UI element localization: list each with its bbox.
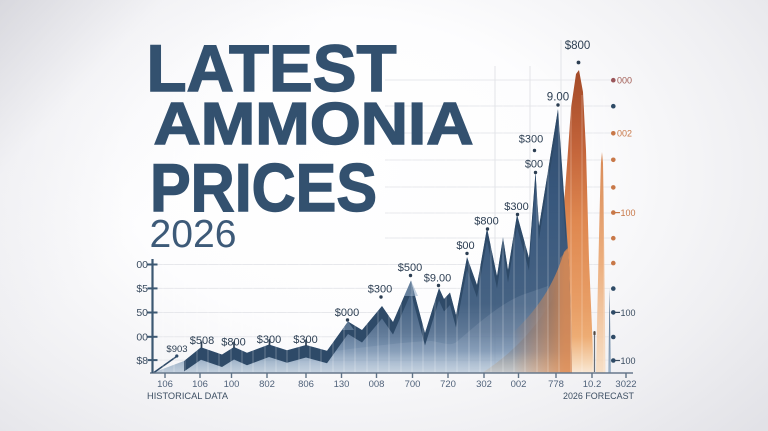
svg-text:720: 720 <box>440 379 456 390</box>
svg-text:$300: $300 <box>504 201 528 213</box>
svg-text:LATEST: LATEST <box>147 31 397 105</box>
svg-text:$9.00: $9.00 <box>424 273 452 285</box>
svg-text:PRICES: PRICES <box>150 151 377 226</box>
svg-text:2026: 2026 <box>150 213 237 256</box>
svg-text:$500: $500 <box>398 262 422 274</box>
svg-text:AMMONIA: AMMONIA <box>154 91 474 157</box>
svg-text:700: 700 <box>405 379 421 390</box>
svg-text:3022: 3022 <box>615 379 636 390</box>
svg-text:10.2: 10.2 <box>583 379 602 390</box>
svg-text:$508: $508 <box>190 335 214 347</box>
svg-text:$00: $00 <box>456 240 474 252</box>
svg-text:002: 002 <box>617 129 632 139</box>
svg-text:302: 302 <box>476 379 492 390</box>
svg-text:100: 100 <box>224 379 240 390</box>
svg-text:$000: $000 <box>335 307 359 319</box>
svg-text:100: 100 <box>621 356 636 366</box>
svg-text:$8: $8 <box>136 355 148 367</box>
svg-text:806: 806 <box>298 379 314 390</box>
svg-text:9.00: 9.00 <box>547 92 569 104</box>
svg-text:778: 778 <box>548 379 564 390</box>
svg-text:002: 002 <box>511 379 527 390</box>
svg-text:2026 FORECAST: 2026 FORECAST <box>563 391 634 401</box>
svg-text:$800: $800 <box>565 40 591 52</box>
svg-text:802: 802 <box>259 379 275 390</box>
svg-text:106: 106 <box>192 379 208 390</box>
svg-text:$903: $903 <box>166 344 187 355</box>
svg-text:$5: $5 <box>136 283 148 295</box>
svg-text:00: 00 <box>136 259 148 271</box>
svg-text:00: 00 <box>136 332 148 344</box>
svg-text:100: 100 <box>621 208 636 218</box>
svg-text:50: 50 <box>136 307 148 319</box>
svg-text:106: 106 <box>157 379 173 390</box>
svg-text:$300: $300 <box>519 134 543 146</box>
svg-text:008: 008 <box>369 379 385 390</box>
svg-text:$300: $300 <box>368 284 392 296</box>
svg-text:$00: $00 <box>525 159 543 171</box>
svg-text:100: 100 <box>621 308 636 318</box>
svg-text:130: 130 <box>334 379 350 390</box>
svg-text:000: 000 <box>617 76 632 86</box>
svg-text:HISTORICAL DATA: HISTORICAL DATA <box>147 391 229 401</box>
svg-text:$800: $800 <box>474 216 498 228</box>
